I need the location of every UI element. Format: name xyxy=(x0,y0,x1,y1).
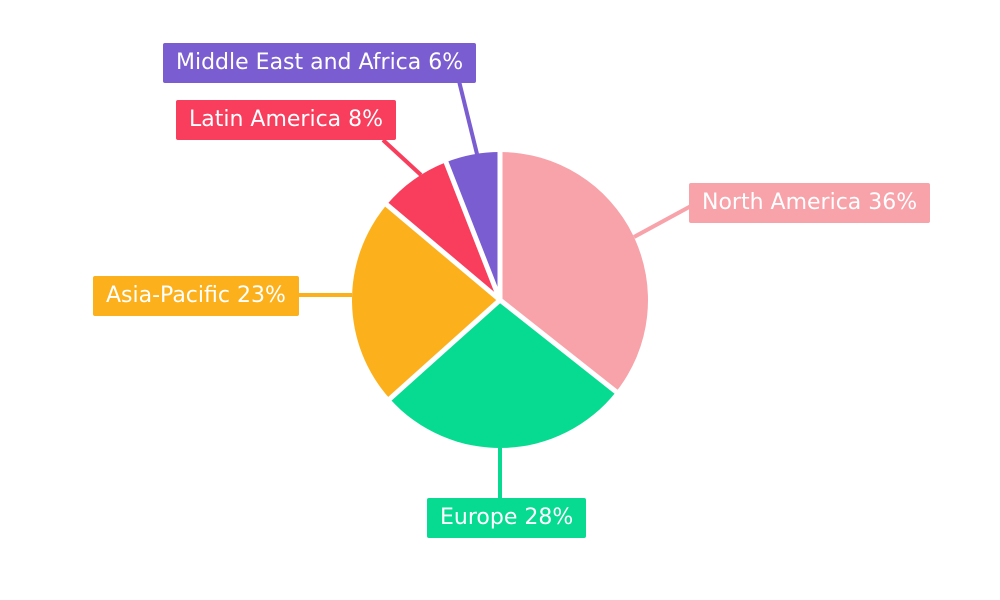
leader-line-latin-america xyxy=(381,138,423,177)
pie-slice-europe[interactable] xyxy=(389,300,617,448)
slice-gap-line xyxy=(384,202,502,302)
slice-gap-line xyxy=(443,160,503,301)
pie-label-latin-america: Latin America 8% xyxy=(176,100,397,140)
pie-slice-north-america[interactable] xyxy=(500,152,648,392)
pie-slice-asia-pacific[interactable] xyxy=(352,204,500,399)
pie-label-north-america: North America 36% xyxy=(689,183,931,223)
slice-gap-line xyxy=(387,298,502,402)
leader-line-north-america xyxy=(633,204,692,239)
pie-slice-latin-america[interactable] xyxy=(386,162,500,300)
slice-gap-line xyxy=(498,298,619,395)
pie-label-europe: Europe 28% xyxy=(427,498,587,538)
pie-label-asia-pacific: Asia-Pacific 23% xyxy=(93,276,299,316)
leader-line-middle-east-and-africa xyxy=(457,80,479,155)
pie-label-middle-east-and-africa: Middle East and Africa 6% xyxy=(163,43,477,83)
